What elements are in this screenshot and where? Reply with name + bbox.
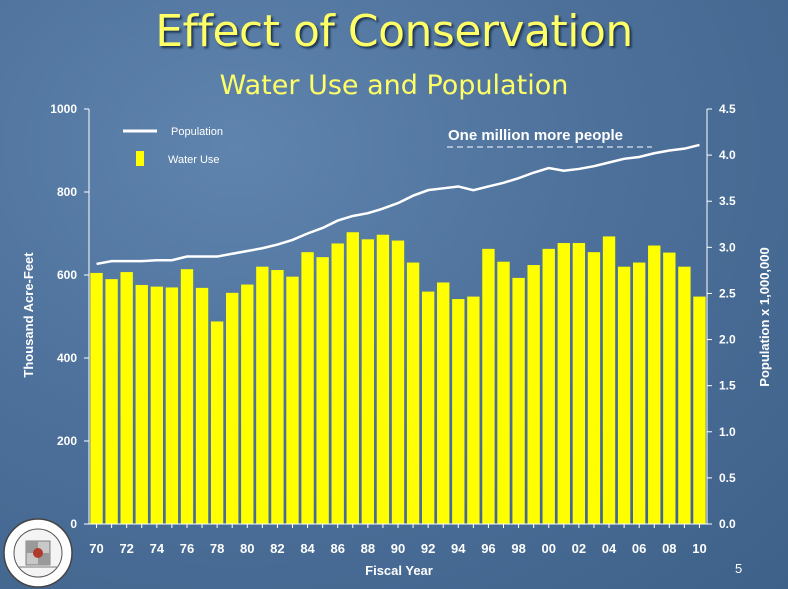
dwp-seal-logo [3,518,73,588]
water-use-bar-06 [632,262,646,524]
water-use-bar-02 [572,243,586,525]
water-use-bar-98 [512,277,525,524]
slide-title: Effect of Conservation [155,6,633,57]
x-tick-label: 70 [89,541,103,556]
legend-water-use-label: Water Use [168,154,220,166]
annotation-text: One million more people [448,127,623,144]
water-use-bar-83 [286,276,299,524]
x-tick-label: 90 [391,541,405,556]
x-axis-label: Fiscal Year [365,563,433,578]
x-tick-label: 84 [300,541,315,556]
slide-number: 5 [735,561,743,576]
water-use-bar-97 [497,261,510,524]
water-use-bar-87 [346,232,359,524]
water-use-bar-82 [271,270,284,524]
x-tick-label: 78 [210,541,224,556]
y-tick-label: 0 [70,517,77,531]
water-use-bar-08 [663,252,676,524]
water-use-bar-05 [617,266,631,524]
water-use-bar-88 [361,239,375,524]
x-tick-label: 96 [481,541,495,556]
x-tick-label: 92 [421,541,435,556]
water-use-bar-93 [437,282,450,524]
x-tick-label: 82 [270,541,284,556]
water-use-bar-72 [120,272,133,524]
legend: Population Water Use [123,126,223,166]
water-use-bar-07 [648,245,661,524]
y2-tick-label: 3.0 [719,240,736,254]
x-tick-label: 98 [511,541,525,556]
water-use-bar-96 [482,248,495,524]
y2-tick-label: 2.0 [719,333,736,347]
x-tick-label: 74 [150,541,165,556]
water-use-bar-91 [406,262,420,524]
y2-axis-label: Population x 1,000,000 [757,247,772,386]
x-tick-label: 08 [662,541,676,556]
x-tick-label: 04 [602,541,617,556]
x-tick-label: 72 [119,541,133,556]
water-use-bar-76 [180,269,194,524]
water-use-bar-00 [542,248,555,524]
water-use-bar-95 [467,296,480,524]
x-tick-label: 76 [180,541,194,556]
y-tick-label: 1000 [50,102,77,116]
water-use-bar-74 [150,286,164,524]
water-use-bar-04 [602,236,616,524]
x-tick-label: 02 [572,541,586,556]
water-use-bar-84 [301,252,314,524]
y-tick-label: 200 [57,434,77,448]
y2-tick-label: 4.5 [719,102,736,116]
water-use-bar-86 [331,243,344,524]
y2-tick-label: 0.5 [719,471,736,485]
y-axis-label: Thousand Acre-Feet [21,252,36,378]
x-tick-label: 06 [632,541,646,556]
water-use-bar-71 [105,279,118,524]
water-use-bar-79 [226,292,239,524]
y2-tick-label: 2.5 [719,286,736,300]
water-use-bar-75 [165,287,179,524]
x-tick-label: 94 [451,541,466,556]
water-use-bar-01 [557,243,570,525]
y2-tick-label: 0.0 [719,517,736,531]
water-use-bar-03 [587,252,601,524]
y-tick-label: 600 [57,268,77,282]
legend-population-label: Population [171,126,223,138]
water-use-bar-73 [135,284,148,524]
x-tick-label: 80 [240,541,254,556]
y-tick-label: 400 [57,351,77,365]
population-line [96,143,700,266]
water-use-bar-92 [421,291,435,524]
water-use-bar-89 [376,234,390,524]
water-use-bar-99 [527,265,540,524]
x-tick-label: 10 [692,541,706,556]
x-tick-label: 00 [541,541,555,556]
y-tick-label: 800 [57,185,77,199]
water-use-bar-90 [391,240,405,524]
y2-tick-label: 1.0 [719,425,736,439]
x-tick-label: 88 [361,541,375,556]
water-use-bar-94 [452,299,465,524]
water-use-bar-81 [256,266,269,524]
water-use-bar-10 [693,296,706,524]
water-use-bar-78 [210,321,224,524]
water-use-bar-09 [678,266,691,524]
water-use-bar-70 [90,272,103,524]
y2-tick-label: 3.5 [719,194,736,208]
legend-water-use-swatch [136,151,144,166]
x-tick-label: 86 [330,541,344,556]
water-use-bar-80 [241,284,254,524]
water-use-bar-85 [316,257,329,524]
slide-subtitle: Water Use and Population [219,70,569,101]
y2-tick-label: 1.5 [719,379,736,393]
y2-tick-label: 4.0 [719,148,736,162]
water-use-bar-77 [195,287,209,524]
